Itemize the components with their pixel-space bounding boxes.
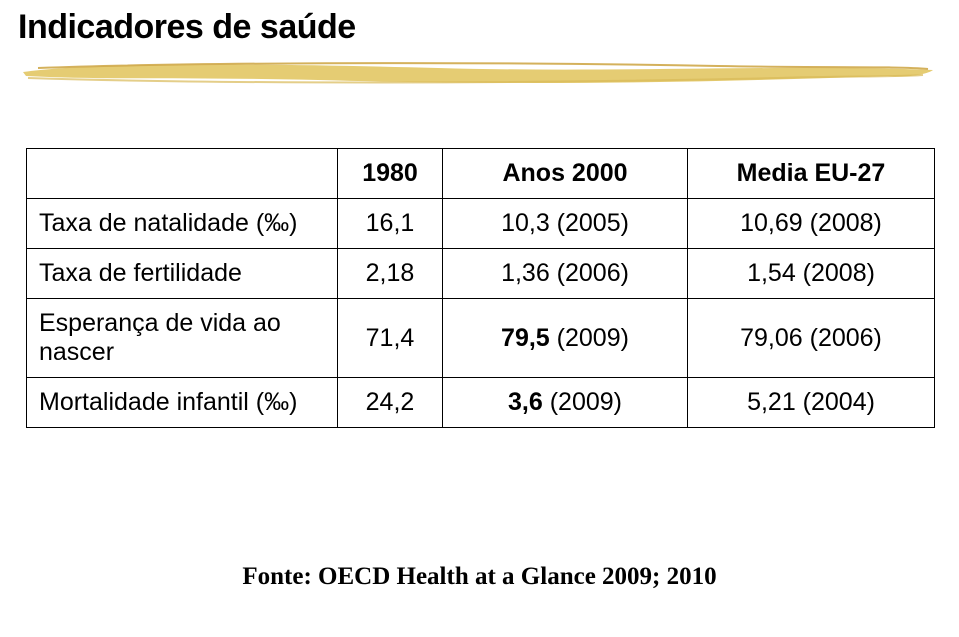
col-header-anos2000: Anos 2000 bbox=[443, 149, 688, 199]
cell-eu27: 5,21 (2004) bbox=[688, 378, 935, 428]
row-label: Taxa de natalidade (‰) bbox=[27, 199, 338, 249]
col-header-1980: 1980 bbox=[338, 149, 443, 199]
source-citation: Fonte: OECD Health at a Glance 2009; 201… bbox=[242, 563, 716, 591]
table-row: Taxa de natalidade (‰)16,110,3 (2005)10,… bbox=[27, 199, 935, 249]
cell-1980: 24,2 bbox=[338, 378, 443, 428]
col-header-blank bbox=[27, 149, 338, 199]
cell-1980: 71,4 bbox=[338, 299, 443, 378]
divider-brushstroke bbox=[18, 58, 938, 90]
row-label: Esperança de vida ao nascer bbox=[27, 299, 338, 378]
cell-1980: 16,1 bbox=[338, 199, 443, 249]
col-header-eu27: Media EU-27 bbox=[688, 149, 935, 199]
cell-anos2000: 1,36 (2006) bbox=[443, 249, 688, 299]
cell-anos2000: 3,6 (2009) bbox=[443, 378, 688, 428]
cell-1980: 2,18 bbox=[338, 249, 443, 299]
table-row: Taxa de fertilidade2,181,36 (2006)1,54 (… bbox=[27, 249, 935, 299]
cell-anos2000: 10,3 (2005) bbox=[443, 199, 688, 249]
table-row: Mortalidade infantil (‰)24,23,6 (2009)5,… bbox=[27, 378, 935, 428]
row-label: Mortalidade infantil (‰) bbox=[27, 378, 338, 428]
cell-eu27: 79,06 (2006) bbox=[688, 299, 935, 378]
health-indicators-table: 1980 Anos 2000 Media EU-27 Taxa de natal… bbox=[26, 148, 934, 428]
cell-anos2000: 79,5 (2009) bbox=[443, 299, 688, 378]
cell-eu27: 10,69 (2008) bbox=[688, 199, 935, 249]
cell-eu27: 1,54 (2008) bbox=[688, 249, 935, 299]
table-header-row: 1980 Anos 2000 Media EU-27 bbox=[27, 149, 935, 199]
row-label: Taxa de fertilidade bbox=[27, 249, 338, 299]
slide: Indicadores de saúde 1980 Anos 2000 Medi… bbox=[0, 0, 959, 637]
table-row: Esperança de vida ao nascer71,479,5 (200… bbox=[27, 299, 935, 378]
slide-title: Indicadores de saúde bbox=[18, 8, 356, 47]
